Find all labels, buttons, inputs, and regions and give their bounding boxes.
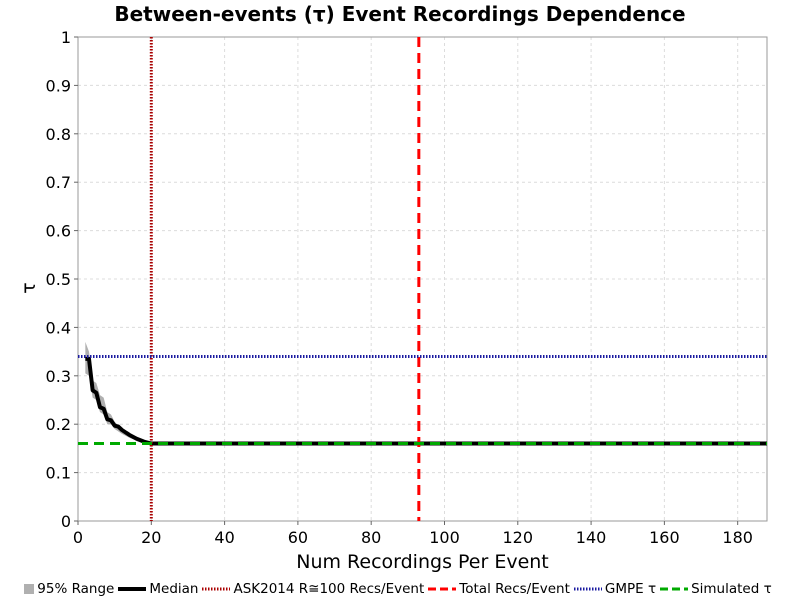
y-tick-label: 0.3 — [46, 367, 71, 386]
legend-label: Median — [149, 581, 199, 597]
median-line — [85, 356, 767, 446]
legend-swatch — [428, 587, 457, 591]
legend-item: Median — [118, 581, 198, 597]
x-tick-label: 100 — [429, 528, 460, 547]
y-axis-label: τ — [18, 282, 40, 294]
y-tick-label: 0.6 — [46, 222, 71, 241]
y-tick-label: 0.8 — [46, 125, 71, 144]
x-tick-label: 180 — [722, 528, 753, 547]
legend-swatch — [202, 587, 231, 591]
y-tick-label: 0.1 — [46, 464, 71, 483]
x-tick-label: 80 — [361, 528, 381, 547]
chart-title: Between-events (τ) Event Recordings Depe… — [114, 2, 686, 26]
legend-swatch — [573, 587, 602, 591]
x-tick-label: 20 — [141, 528, 161, 547]
x-tick-label: 40 — [214, 528, 234, 547]
legend-swatch — [118, 587, 147, 591]
x-tick-label: 160 — [649, 528, 680, 547]
legend-item: Total Recs/Event — [428, 581, 570, 597]
x-tick-label: 0 — [73, 528, 83, 547]
x-tick-label: 60 — [288, 528, 308, 547]
legend-item: 95% Range — [24, 581, 114, 597]
legend-item: GMPE τ — [573, 581, 657, 597]
legend-swatch — [24, 584, 35, 594]
legend: 95% Range Median ASK2014 R≅100 Recs/Event T… — [0, 579, 800, 599]
legend-label: ASK2014 R≅100 Recs/Event — [233, 581, 425, 597]
y-tick-label: 0.4 — [46, 318, 71, 337]
x-tick-label: 140 — [576, 528, 607, 547]
y-tick-label: 0.9 — [46, 76, 71, 95]
legend-swatch — [660, 587, 689, 591]
legend-label: 95% Range — [37, 581, 115, 597]
y-tick-label: 0.2 — [46, 415, 71, 434]
legend-item: ASK2014 R≅100 Recs/Event — [202, 581, 424, 597]
x-axis-label: Num Recordings Per Event — [296, 551, 549, 573]
y-tick-label: 1 — [61, 28, 71, 47]
x-tick-label: 120 — [503, 528, 534, 547]
y-tick-label: 0.7 — [46, 173, 71, 192]
y-tick-label: 0.5 — [46, 270, 71, 289]
legend-label: GMPE τ — [604, 581, 657, 597]
legend-label: Simulated τ — [691, 581, 772, 597]
legend-label: Total Recs/Event — [459, 581, 570, 597]
legend-item: Simulated τ — [660, 581, 772, 597]
y-tick-label: 0 — [61, 512, 71, 531]
